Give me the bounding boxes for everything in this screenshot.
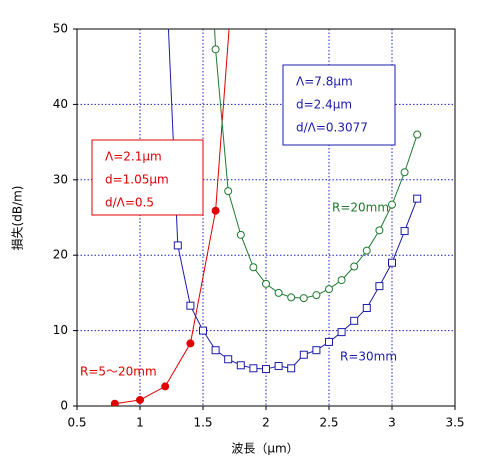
annotation-text: d/Λ=0.5: [105, 196, 154, 210]
marker: [249, 364, 258, 373]
x-tick-label: 2.5: [319, 416, 338, 430]
marker: [312, 291, 321, 300]
marker: [211, 346, 220, 355]
y-tick-label: 0: [60, 399, 68, 413]
marker: [224, 355, 233, 364]
marker: [400, 227, 409, 236]
marker: [186, 339, 195, 348]
marker: [413, 194, 422, 203]
y-tick-label: 30: [53, 172, 68, 186]
series-line: [214, 29, 418, 299]
plot-frame: [76, 28, 456, 407]
marker: [186, 301, 195, 310]
marker: [388, 258, 396, 267]
marker: [400, 168, 409, 177]
x-tick-label: 3.5: [445, 416, 464, 430]
annotation-text: Λ=2.1μm: [105, 150, 162, 164]
annotation-text: d=1.05μm: [105, 173, 169, 187]
annotation-box: [282, 64, 396, 146]
series-label: R=20mm: [332, 201, 389, 215]
annotation-text: Λ=7.8μm: [296, 75, 353, 89]
marker: [274, 362, 283, 371]
marker: [350, 316, 359, 325]
marker: [262, 365, 270, 374]
marker: [362, 303, 371, 312]
marker: [375, 282, 384, 291]
x-tick-label: 2: [262, 416, 270, 430]
marker: [249, 263, 258, 272]
y-axis-label: 損失(dB/m): [10, 186, 25, 251]
marker: [388, 200, 396, 209]
marker: [136, 395, 144, 404]
y-tick-label: 20: [53, 248, 68, 262]
y-tick-label: 10: [53, 323, 68, 337]
x-tick-label: 0.5: [67, 416, 86, 430]
marker: [173, 241, 182, 250]
annotation-box: [91, 139, 204, 216]
marker: [299, 294, 308, 303]
marker: [211, 206, 220, 215]
marker: [337, 328, 346, 337]
marker: [262, 279, 270, 288]
y-tick-label: 40: [53, 97, 68, 111]
x-tick-label: 1: [136, 416, 144, 430]
series-label: R=5～20mm: [80, 365, 157, 379]
marker: [287, 293, 296, 302]
marker: [161, 382, 170, 391]
marker: [224, 187, 233, 196]
marker: [325, 337, 333, 346]
y-tick-label: 50: [53, 22, 68, 36]
marker: [236, 230, 245, 239]
x-axis-label: 波長（μm）: [231, 442, 298, 456]
x-tick-label: 1.5: [193, 416, 212, 430]
marker: [199, 326, 207, 335]
marker: [287, 364, 296, 373]
marker: [312, 346, 321, 355]
x-tick-label: 3: [388, 416, 396, 430]
marker: [350, 262, 359, 271]
marker: [299, 350, 308, 359]
annotation-text: d/Λ=0.3077: [296, 121, 368, 135]
marker: [325, 285, 333, 294]
marker: [413, 130, 422, 139]
marker: [362, 246, 371, 255]
marker: [110, 399, 119, 406]
marker: [236, 361, 245, 370]
marker: [375, 226, 384, 235]
marker: [337, 276, 346, 285]
annotation-text: d=2.4μm: [296, 98, 352, 112]
series-line: [114, 29, 230, 405]
marker: [211, 45, 220, 54]
plot-content: [110, 29, 422, 406]
marker: [274, 288, 283, 297]
series-label: R=30mm: [340, 350, 397, 364]
